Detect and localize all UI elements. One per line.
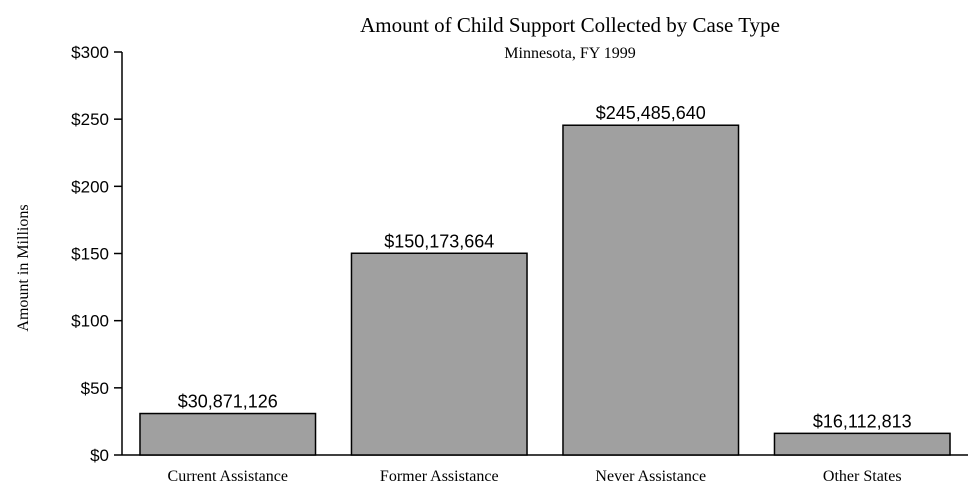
x-axis-ticks: Current Assistance Former Assistance Never… bbox=[168, 468, 902, 485]
y-tick-label: $250 bbox=[71, 110, 109, 129]
bar-former-assistance bbox=[350, 252, 528, 456]
y-tick-label: $200 bbox=[71, 177, 109, 196]
bar-value-label: $30,871,126 bbox=[178, 392, 278, 412]
y-axis-ticks: $0 $50 $100 $150 $200 $250 $300 bbox=[71, 43, 122, 465]
y-tick-label: $0 bbox=[90, 446, 109, 465]
bar-other-states bbox=[773, 432, 951, 456]
y-tick-label: $150 bbox=[71, 245, 109, 264]
bar-value-label: $245,485,640 bbox=[596, 103, 706, 123]
chart-subtitle: Minnesota, FY 1999 bbox=[504, 45, 635, 62]
value-labels: $30,871,126 $150,173,664 $245,485,640 $16,1… bbox=[178, 103, 912, 431]
y-axis-label: Amount in Millions bbox=[15, 204, 32, 331]
bar-value-label: $16,112,813 bbox=[813, 411, 912, 431]
y-tick-label: $50 bbox=[81, 379, 109, 398]
y-tick-label: $100 bbox=[71, 312, 109, 331]
x-tick-label: Other States bbox=[823, 468, 902, 485]
bar-value-label: $150,173,664 bbox=[384, 231, 494, 251]
bar-current-assistance bbox=[139, 412, 317, 456]
bars bbox=[139, 124, 951, 456]
chart-title: Amount of Child Support Collected by Cas… bbox=[360, 13, 780, 37]
x-tick-label: Never Assistance bbox=[595, 468, 706, 485]
y-tick-label: $300 bbox=[71, 43, 109, 62]
bar-never-assistance bbox=[562, 124, 740, 456]
x-tick-label: Former Assistance bbox=[380, 468, 499, 485]
x-tick-label: Current Assistance bbox=[168, 468, 288, 485]
